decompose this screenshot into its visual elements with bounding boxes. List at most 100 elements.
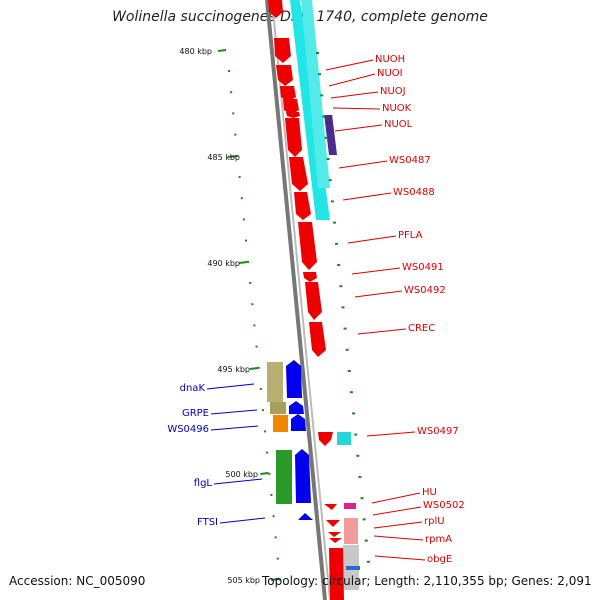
gene-label-left[interactable]: FTSI [197, 517, 218, 528]
gene-label-left[interactable]: WS0496 [167, 424, 209, 435]
gene-leader-line [338, 160, 388, 169]
gene-leader-line [371, 492, 421, 504]
green-gene-block [276, 450, 292, 504]
gene-label-right[interactable]: WS0488 [393, 187, 435, 198]
gene-leader-line [373, 535, 424, 541]
blue-arrow-3 [291, 414, 306, 431]
gene-arrow-obge [329, 548, 344, 600]
blue-strip [346, 566, 360, 570]
backbone-line-inner [271, 0, 331, 600]
blue-arrow-5 [298, 513, 313, 520]
ruler-label: 490 kbp [207, 259, 240, 268]
gene-labels-right: NUOH NUOI NUOJ NUOK NUOL WS0487 WS0488 PFLA WS04… [325, 54, 465, 565]
accession-text: Accession: NC_005090 [9, 574, 146, 588]
gene-leader-line [328, 73, 376, 87]
gene-leader-line [351, 267, 401, 275]
gene-arrow-6 [286, 112, 300, 118]
gene-arrow-hu [324, 504, 337, 510]
gene-label-left[interactable]: GRPE [182, 408, 209, 419]
ruler-label: 485 kbp [207, 153, 240, 162]
gene-leader-line [210, 409, 258, 415]
orange-gene-block [273, 415, 288, 432]
gene-arrow-1 [268, 0, 283, 18]
gene-label-right[interactable]: HU [422, 487, 437, 498]
gene-arrow-4 [280, 86, 296, 102]
gene-label-right[interactable]: PFLA [398, 230, 423, 241]
ruler-major-tick [260, 472, 269, 475]
ruler-label: 500 kbp [225, 470, 258, 479]
gene-label-left[interactable]: dnaK [180, 383, 206, 394]
gene-arrow-rplu [326, 520, 340, 527]
genome-info-text: Topology: circular; Length: 2,110,355 bp… [262, 574, 592, 588]
forward-gene-arrows [268, 0, 326, 357]
gene-label-left[interactable]: flgL [194, 478, 213, 489]
gene-leader-line [219, 517, 266, 524]
blue-arrow-2 [289, 401, 304, 414]
pink-block [344, 518, 358, 544]
gene-label-right[interactable]: NUOK [382, 103, 412, 114]
gene-arrow-rpma-2 [329, 538, 342, 543]
gene-arrow-2 [274, 38, 291, 63]
gene-arrow-10 [298, 222, 317, 270]
gene-arrow-rpma [328, 532, 341, 537]
gene-label-right[interactable]: NUOJ [380, 86, 406, 97]
gene-leader-line [374, 555, 426, 561]
gene-leader-line [366, 431, 416, 437]
gene-label-right[interactable]: obgE [427, 554, 452, 565]
purple-feature-block [324, 115, 338, 155]
gene-label-right[interactable]: WS0492 [404, 285, 446, 296]
gene-leader-line [357, 328, 407, 335]
gene-leader-line [347, 235, 397, 244]
gene-label-right[interactable]: NUOL [384, 119, 413, 130]
gene-leader-line [342, 192, 392, 201]
gene-leader-line [334, 124, 383, 132]
gene-label-right[interactable]: NUOI [377, 68, 403, 79]
gene-leader-line [332, 107, 381, 110]
gene-leader-line [373, 521, 423, 529]
gene-labels-left: dnaK GRPE WS0496 flgL FTSI [167, 383, 266, 528]
gene-leader-line [330, 91, 379, 99]
gene-arrow-11 [303, 272, 317, 282]
ruler-major-tick [228, 155, 237, 158]
gene-label-right[interactable]: WS0497 [417, 426, 459, 437]
backbone-line-outer [265, 0, 327, 600]
gene-arrow-ws0497 [318, 432, 333, 446]
gene-arrow-13 [309, 322, 326, 357]
ruler-major-tick [270, 578, 280, 581]
gene-leader-line [206, 383, 255, 390]
gene-label-right[interactable]: CREC [408, 323, 435, 334]
ruler: 480 kbp 485 kbp 490 kbp 495 kbp 500 kbp 505 k… [179, 47, 370, 585]
gene-label-right[interactable]: rplU [424, 516, 445, 527]
gene-arrow-5 [283, 99, 299, 115]
cyan-small-block [337, 432, 351, 445]
cyan-feature-block-2 [301, 0, 330, 188]
gene-arrow-9 [294, 192, 311, 220]
ruler-label: 495 kbp [217, 365, 250, 374]
olive-gene-block-2 [270, 402, 286, 414]
gene-label-right[interactable]: WS0502 [423, 500, 465, 511]
magenta-block [344, 503, 356, 509]
ruler-label: 480 kbp [179, 47, 212, 56]
gene-label-right[interactable]: NUOH [375, 54, 405, 65]
gene-leader-line [354, 290, 403, 298]
blue-arrow-4 [295, 449, 311, 503]
gene-label-right[interactable]: WS0487 [389, 155, 431, 166]
gene-leader-line [210, 425, 259, 431]
blue-arrow-1 [286, 360, 302, 398]
gene-label-right[interactable]: WS0491 [402, 262, 444, 273]
gene-arrow-3 [276, 65, 293, 86]
ruler-major-tick [217, 49, 227, 52]
olive-gene-block [267, 362, 283, 402]
gene-leader-line [213, 478, 263, 485]
gene-leader-line [372, 506, 422, 516]
gene-leader-line [325, 59, 374, 71]
gene-label-right[interactable]: rpmA [425, 534, 452, 545]
ruler-label: 505 kbp [227, 576, 260, 585]
gene-arrow-7 [285, 118, 302, 157]
ruler-major-tick [249, 367, 258, 370]
gene-arrow-12 [305, 282, 322, 320]
gene-arrow-8 [289, 157, 308, 191]
reverse-gene-arrows [286, 360, 313, 520]
ruler-major-tick [239, 261, 248, 264]
